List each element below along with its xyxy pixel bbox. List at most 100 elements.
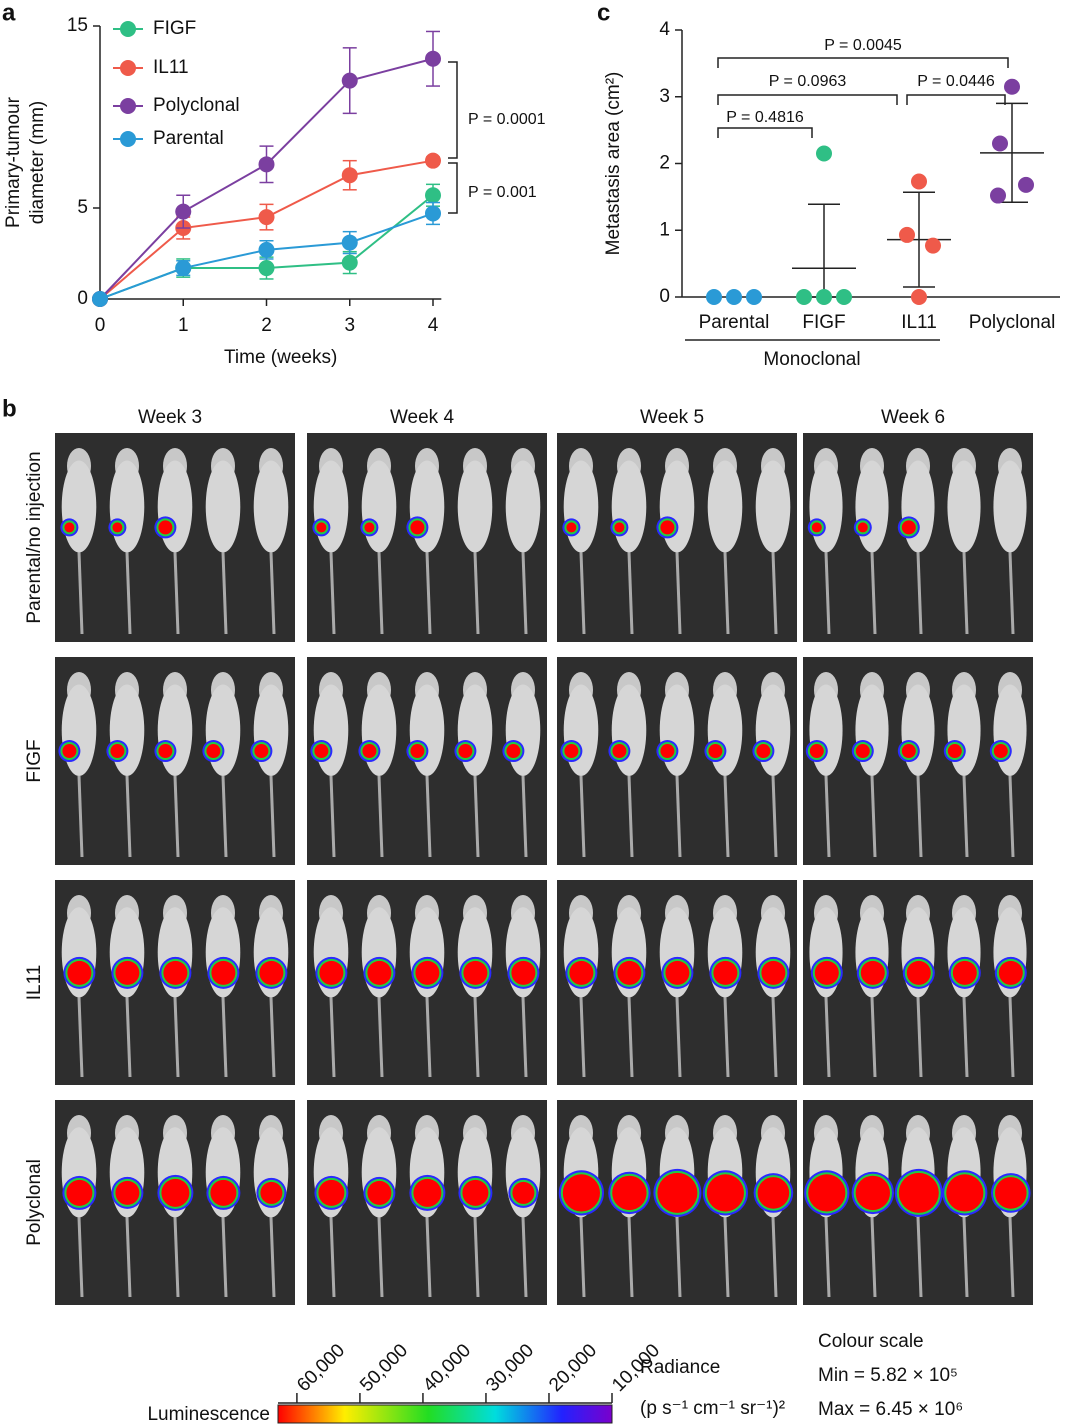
mouse-tail [473, 1217, 480, 1298]
mouse-tail [125, 997, 132, 1078]
data-point [990, 187, 1006, 204]
y-tick-label: 3 [659, 86, 670, 107]
mouse-tail [870, 1217, 877, 1298]
signal-core [362, 744, 377, 759]
x-tick-label: 1 [178, 315, 189, 336]
mouse-tail [377, 1217, 384, 1298]
signal-core [660, 744, 675, 759]
mouse-tail [425, 997, 432, 1078]
signal-core [860, 960, 885, 985]
x-tick-label: 0 [95, 315, 106, 336]
mouse-tail [269, 775, 276, 858]
scale-title: Colour scale [818, 1331, 924, 1352]
annotation: P = 0.4816 [726, 109, 804, 126]
legend-marker [120, 21, 136, 37]
signal-core [901, 744, 916, 759]
colour-bar [277, 1404, 613, 1424]
signal-core [993, 744, 1008, 759]
mouse-tail [723, 1217, 730, 1298]
mouse-tail [723, 552, 730, 635]
column-label: Week 5 [640, 407, 704, 428]
data-point [341, 234, 358, 251]
mean-sd [980, 102, 1044, 203]
signal-core [161, 1178, 190, 1207]
signal-core [569, 960, 594, 985]
mouse-body [61, 460, 97, 553]
column-label: Week 3 [138, 407, 202, 428]
signal-core [319, 960, 344, 985]
signal-core [318, 1179, 345, 1206]
signal-core [660, 520, 675, 535]
row-label: Parental/no injection [24, 451, 45, 623]
signal-core [67, 960, 92, 985]
annotation: P = 0.0963 [769, 73, 847, 90]
x-tick-label: 3 [344, 315, 355, 336]
signal-core [995, 1177, 1027, 1209]
annotation: P = 0.0001 [468, 111, 546, 128]
data-point [258, 241, 275, 258]
legend-label: IL11 [153, 57, 189, 78]
mouse-tail [329, 997, 336, 1078]
mouse-tail [221, 1217, 228, 1298]
signal-core [952, 960, 977, 985]
signal-core [947, 744, 962, 759]
panel-letter: b [2, 395, 17, 422]
legend-label: FIGF [153, 18, 196, 39]
signal-core [657, 1172, 698, 1213]
mouse-tail [675, 775, 682, 858]
image-panel [557, 433, 797, 642]
mouse-tail [521, 1217, 528, 1298]
signal-core [367, 1180, 392, 1205]
mouse-tail [675, 552, 682, 635]
data-point [175, 260, 192, 277]
mouse-tail [173, 997, 180, 1078]
mouse-body [755, 460, 791, 553]
signal-core [210, 1179, 237, 1206]
mouse-tail [771, 1217, 778, 1298]
mouse-body [361, 460, 397, 553]
mouse-tail [771, 775, 778, 858]
annotation: P = 0.0045 [824, 37, 902, 54]
x-tick-label: Parental [699, 312, 770, 333]
mouse-tail [824, 552, 831, 635]
signal-core [62, 744, 77, 759]
x-tick-label: Polyclonal [969, 312, 1056, 333]
mouse-tail [723, 997, 730, 1078]
mouse-body [563, 684, 599, 776]
row-label: Polyclonal [24, 1159, 45, 1246]
mouse-tail [77, 552, 84, 635]
mouse-tail [824, 997, 831, 1078]
signal-core [506, 744, 521, 759]
mouse-body [313, 460, 349, 553]
signal-core [811, 522, 822, 533]
mouse-tail [329, 552, 336, 635]
mouse-body [855, 460, 889, 553]
mouse-tail [329, 1217, 336, 1298]
data-point [258, 260, 275, 277]
mouse-body [457, 460, 493, 553]
mouse-tail [377, 997, 384, 1078]
signal-core [809, 744, 824, 759]
mouse-tail [269, 552, 276, 635]
mouse-tail [771, 552, 778, 635]
legend-marker [120, 98, 136, 114]
image-panel [307, 657, 547, 865]
signal-core [906, 960, 931, 985]
signal-core [612, 1175, 647, 1211]
x-tick-label: 2 [261, 315, 272, 336]
mouse-tail [1008, 997, 1015, 1078]
x-tick-label: 4 [428, 315, 439, 336]
mouse-tail [125, 1217, 132, 1298]
mouse-tail [627, 552, 634, 635]
annotation: P = 0.001 [468, 184, 537, 201]
data-point [425, 152, 441, 169]
signal-core [706, 1174, 745, 1212]
mouse-tail [675, 1217, 682, 1298]
bracket [448, 162, 458, 214]
signal-core [665, 960, 690, 985]
image-panel [55, 657, 295, 865]
annotation: P = 0.0446 [917, 73, 995, 90]
signal-core [462, 1179, 489, 1206]
mouse-tail [962, 997, 969, 1078]
signal-core [364, 522, 375, 533]
